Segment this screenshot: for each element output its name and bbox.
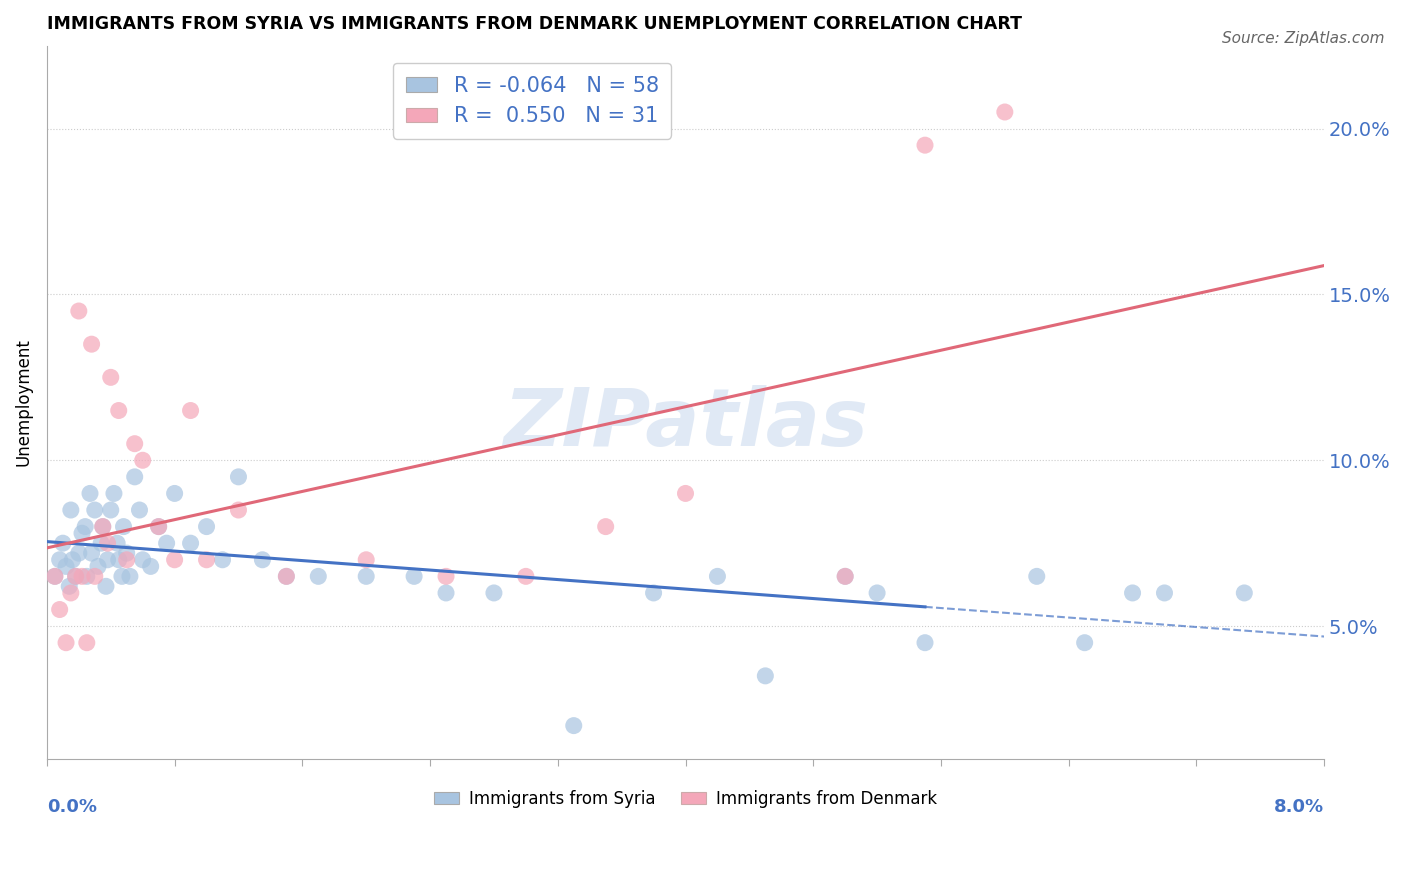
- Point: [87, 559, 110, 574]
- Point: [148, 519, 170, 533]
- Point: [515, 569, 537, 583]
- Text: Source: ZipAtlas.com: Source: ZipAtlas.com: [1222, 31, 1385, 46]
- Point: [118, 569, 141, 583]
- Point: [65, 569, 87, 583]
- Point: [65, 569, 87, 583]
- Point: [124, 436, 146, 450]
- Point: [131, 553, 153, 567]
- Point: [55, 559, 77, 574]
- Point: [1153, 586, 1175, 600]
- Point: [228, 470, 250, 484]
- Point: [706, 569, 728, 583]
- Point: [62, 553, 84, 567]
- Point: [55, 636, 77, 650]
- Point: [128, 503, 150, 517]
- Point: [276, 569, 298, 583]
- Point: [180, 403, 202, 417]
- Point: [75, 519, 97, 533]
- Point: [76, 569, 98, 583]
- Point: [1233, 586, 1256, 600]
- Point: [100, 503, 122, 517]
- Point: [434, 569, 457, 583]
- Point: [44, 569, 66, 583]
- Point: [115, 546, 138, 560]
- Point: [276, 569, 298, 583]
- Point: [91, 519, 114, 533]
- Point: [1122, 586, 1144, 600]
- Point: [48, 602, 70, 616]
- Text: IMMIGRANTS FROM SYRIA VS IMMIGRANTS FROM DENMARK UNEMPLOYMENT CORRELATION CHART: IMMIGRANTS FROM SYRIA VS IMMIGRANTS FROM…: [46, 15, 1022, 33]
- Point: [112, 519, 135, 533]
- Point: [163, 486, 186, 500]
- Point: [195, 553, 218, 567]
- Text: 8.0%: 8.0%: [1274, 798, 1324, 816]
- Point: [48, 553, 70, 567]
- Point: [59, 503, 82, 517]
- Point: [139, 559, 162, 574]
- Point: [107, 553, 129, 567]
- Point: [595, 519, 617, 533]
- Point: [211, 553, 233, 567]
- Point: [307, 569, 329, 583]
- Point: [180, 536, 202, 550]
- Y-axis label: Unemployment: Unemployment: [15, 338, 32, 467]
- Point: [67, 546, 90, 560]
- Point: [83, 503, 105, 517]
- Point: [354, 569, 377, 583]
- Point: [252, 553, 274, 567]
- Point: [103, 486, 125, 500]
- Point: [354, 553, 377, 567]
- Point: [91, 519, 114, 533]
- Point: [80, 546, 103, 560]
- Point: [434, 586, 457, 600]
- Point: [90, 536, 112, 550]
- Point: [675, 486, 697, 500]
- Point: [76, 636, 98, 650]
- Point: [96, 553, 118, 567]
- Point: [1025, 569, 1047, 583]
- Point: [83, 569, 105, 583]
- Point: [44, 569, 66, 583]
- Point: [914, 138, 936, 153]
- Point: [562, 718, 585, 732]
- Point: [404, 569, 426, 583]
- Point: [914, 636, 936, 650]
- Point: [70, 526, 93, 541]
- Point: [107, 403, 129, 417]
- Point: [59, 586, 82, 600]
- Point: [67, 304, 90, 318]
- Point: [482, 586, 505, 600]
- Point: [124, 470, 146, 484]
- Point: [79, 486, 101, 500]
- Point: [163, 553, 186, 567]
- Point: [52, 536, 75, 550]
- Point: [156, 536, 179, 550]
- Text: ZIPatlas: ZIPatlas: [503, 384, 868, 463]
- Point: [994, 105, 1017, 120]
- Point: [195, 519, 218, 533]
- Point: [58, 579, 80, 593]
- Point: [100, 370, 122, 384]
- Point: [111, 569, 134, 583]
- Point: [105, 536, 128, 550]
- Text: 0.0%: 0.0%: [46, 798, 97, 816]
- Point: [96, 536, 118, 550]
- Point: [148, 519, 170, 533]
- Point: [80, 337, 103, 351]
- Legend: Immigrants from Syria, Immigrants from Denmark: Immigrants from Syria, Immigrants from D…: [427, 783, 943, 814]
- Point: [866, 586, 889, 600]
- Point: [1073, 636, 1095, 650]
- Point: [115, 553, 138, 567]
- Point: [228, 503, 250, 517]
- Point: [834, 569, 856, 583]
- Point: [754, 669, 776, 683]
- Point: [834, 569, 856, 583]
- Point: [70, 569, 93, 583]
- Point: [131, 453, 153, 467]
- Point: [643, 586, 665, 600]
- Point: [94, 579, 117, 593]
